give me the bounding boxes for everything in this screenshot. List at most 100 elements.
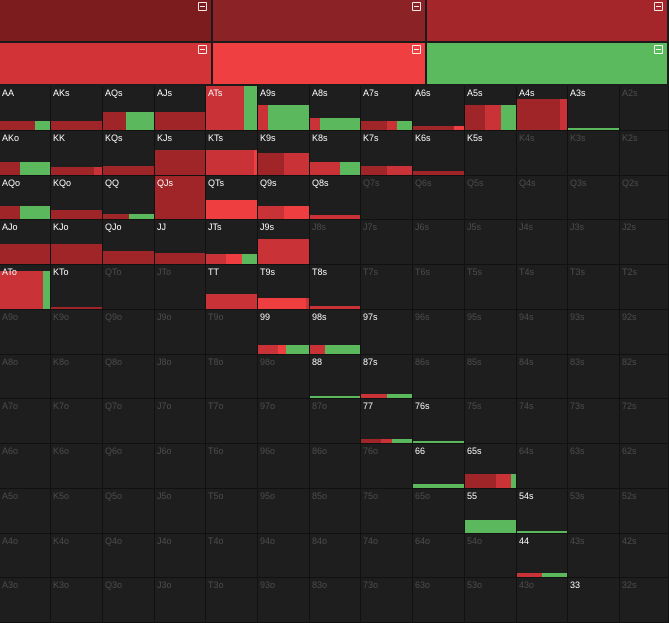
hand-cell-aks[interactable]: AKs: [51, 86, 103, 131]
hand-cell-q4s[interactable]: Q4s: [517, 175, 568, 221]
hand-cell-ajs[interactable]: AJs: [155, 86, 206, 131]
hand-cell-t9o[interactable]: T9o: [206, 309, 258, 355]
action-tile-bet-60-[interactable]: [0, 43, 211, 84]
hand-cell-a8s[interactable]: A8s: [310, 86, 361, 131]
action-detail-icon[interactable]: [412, 2, 421, 11]
hand-cell-98s[interactable]: 98s: [310, 309, 361, 355]
hand-cell-83s[interactable]: 83s: [568, 354, 620, 400]
hand-cell-q3s[interactable]: Q3s: [568, 175, 620, 221]
hand-cell-96s[interactable]: 96s: [413, 309, 465, 355]
hand-cell-74s[interactable]: 74s: [517, 399, 568, 444]
hand-cell-33[interactable]: 33: [568, 578, 620, 623]
hand-cell-q3o[interactable]: Q3o: [103, 578, 155, 623]
hand-cell-42s[interactable]: 42s: [620, 533, 669, 579]
hand-cell-q7s[interactable]: Q7s: [361, 175, 413, 221]
hand-cell-k8o[interactable]: K8o: [51, 354, 103, 400]
hand-cell-44[interactable]: 44: [517, 533, 568, 579]
hand-cell-82s[interactable]: 82s: [620, 354, 669, 400]
hand-cell-jj[interactable]: JJ: [155, 220, 206, 265]
hand-cell-aqs[interactable]: AQs: [103, 86, 155, 131]
hand-cell-32s[interactable]: 32s: [620, 578, 669, 623]
hand-cell-q4o[interactable]: Q4o: [103, 533, 155, 579]
hand-cell-k3o[interactable]: K3o: [51, 578, 103, 623]
hand-cell-85o[interactable]: 85o: [310, 488, 361, 534]
hand-cell-j5s[interactable]: J5s: [465, 220, 517, 265]
hand-cell-93s[interactable]: 93s: [568, 309, 620, 355]
hand-cell-j6s[interactable]: J6s: [413, 220, 465, 265]
hand-cell-q2s[interactable]: Q2s: [620, 175, 669, 221]
hand-cell-q9o[interactable]: Q9o: [103, 309, 155, 355]
hand-cell-43o[interactable]: 43o: [517, 578, 568, 623]
hand-cell-k7s[interactable]: K7s: [361, 130, 413, 176]
action-tile-bet-27-[interactable]: [213, 43, 425, 84]
hand-cell-a4s[interactable]: A4s: [517, 86, 568, 131]
hand-cell-94s[interactable]: 94s: [517, 309, 568, 355]
hand-cell-j3o[interactable]: J3o: [155, 578, 206, 623]
hand-cell-kqo[interactable]: KQo: [51, 175, 103, 221]
hand-cell-q8o[interactable]: Q8o: [103, 354, 155, 400]
hand-cell-t3o[interactable]: T3o: [206, 578, 258, 623]
hand-cell-83o[interactable]: 83o: [310, 578, 361, 623]
hand-cell-a6s[interactable]: A6s: [413, 86, 465, 131]
hand-cell-75s[interactable]: 75s: [465, 399, 517, 444]
hand-cell-qjs[interactable]: QJs: [155, 175, 206, 221]
hand-cell-k6o[interactable]: K6o: [51, 444, 103, 489]
hand-cell-qq[interactable]: QQ: [103, 175, 155, 221]
hand-cell-ato[interactable]: ATo: [0, 265, 51, 310]
hand-cell-t5o[interactable]: T5o: [206, 488, 258, 534]
hand-cell-76o[interactable]: 76o: [361, 444, 413, 489]
hand-cell-k4o[interactable]: K4o: [51, 533, 103, 579]
hand-cell-a9s[interactable]: A9s: [258, 86, 310, 131]
hand-cell-t7s[interactable]: T7s: [361, 265, 413, 310]
hand-cell-73o[interactable]: 73o: [361, 578, 413, 623]
action-tile-bet-302-[interactable]: [213, 0, 425, 41]
hand-cell-73s[interactable]: 73s: [568, 399, 620, 444]
hand-cell-jts[interactable]: JTs: [206, 220, 258, 265]
hand-cell-j3s[interactable]: J3s: [568, 220, 620, 265]
hand-cell-kto[interactable]: KTo: [51, 265, 103, 310]
hand-cell-t4s[interactable]: T4s: [517, 265, 568, 310]
action-detail-icon[interactable]: [412, 45, 421, 54]
hand-cell-64o[interactable]: 64o: [413, 533, 465, 579]
hand-cell-j9o[interactable]: J9o: [155, 309, 206, 355]
hand-cell-62s[interactable]: 62s: [620, 444, 669, 489]
hand-cell-q8s[interactable]: Q8s: [310, 175, 361, 221]
hand-cell-jto[interactable]: JTo: [155, 265, 206, 310]
hand-cell-86o[interactable]: 86o: [310, 444, 361, 489]
hand-cell-aqo[interactable]: AQo: [0, 175, 51, 221]
hand-cell-86s[interactable]: 86s: [413, 354, 465, 400]
hand-cell-k5s[interactable]: K5s: [465, 130, 517, 176]
hand-cell-q7o[interactable]: Q7o: [103, 399, 155, 444]
hand-cell-t6s[interactable]: T6s: [413, 265, 465, 310]
hand-cell-qts[interactable]: QTs: [206, 175, 258, 221]
hand-cell-kjs[interactable]: KJs: [155, 130, 206, 176]
action-tile-bet-132-[interactable]: [427, 0, 667, 41]
hand-cell-52s[interactable]: 52s: [620, 488, 669, 534]
hand-cell-95o[interactable]: 95o: [258, 488, 310, 534]
hand-cell-k6s[interactable]: K6s: [413, 130, 465, 176]
hand-cell-53s[interactable]: 53s: [568, 488, 620, 534]
hand-cell-t6o[interactable]: T6o: [206, 444, 258, 489]
hand-cell-84s[interactable]: 84s: [517, 354, 568, 400]
action-tile-check[interactable]: [427, 43, 667, 84]
hand-cell-97o[interactable]: 97o: [258, 399, 310, 444]
hand-cell-43s[interactable]: 43s: [568, 533, 620, 579]
hand-cell-j4s[interactable]: J4s: [517, 220, 568, 265]
action-detail-icon[interactable]: [198, 2, 207, 11]
hand-cell-qto[interactable]: QTo: [103, 265, 155, 310]
hand-cell-a9o[interactable]: A9o: [0, 309, 51, 355]
hand-cell-76s[interactable]: 76s: [413, 399, 465, 444]
hand-cell-t3s[interactable]: T3s: [568, 265, 620, 310]
hand-cell-55[interactable]: 55: [465, 488, 517, 534]
hand-cell-a2s[interactable]: A2s: [620, 86, 669, 131]
hand-cell-kk[interactable]: KK: [51, 130, 103, 176]
hand-cell-j7s[interactable]: J7s: [361, 220, 413, 265]
hand-cell-aa[interactable]: AA: [0, 86, 51, 131]
hand-cell-t4o[interactable]: T4o: [206, 533, 258, 579]
hand-cell-q9s[interactable]: Q9s: [258, 175, 310, 221]
action-detail-icon[interactable]: [654, 45, 663, 54]
hand-cell-54s[interactable]: 54s: [517, 488, 568, 534]
hand-cell-84o[interactable]: 84o: [310, 533, 361, 579]
hand-cell-j5o[interactable]: J5o: [155, 488, 206, 534]
hand-cell-k5o[interactable]: K5o: [51, 488, 103, 534]
